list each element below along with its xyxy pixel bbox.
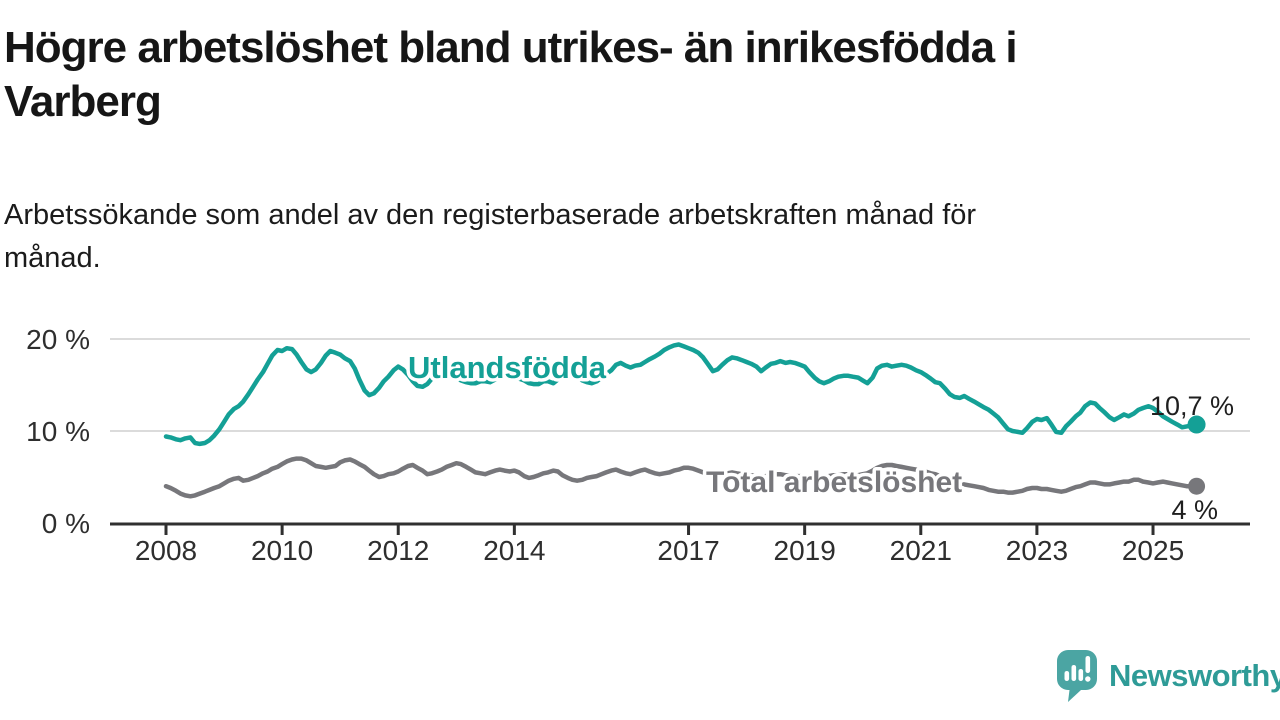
x-tick-label: 2014 <box>483 535 545 566</box>
subtitle-line-2: månad. <box>4 242 101 274</box>
x-tick-label: 2012 <box>367 535 429 566</box>
title-line-2: Varberg <box>4 77 162 126</box>
x-tick-label: 2023 <box>1006 535 1068 566</box>
series-value-label-1: 4 % <box>1171 495 1218 525</box>
newsworthy-logo-text: Newsworthy <box>1109 658 1280 693</box>
x-tick-label: 2010 <box>251 535 313 566</box>
x-tick-label: 2021 <box>890 535 952 566</box>
x-tick-label: 2008 <box>135 535 197 566</box>
title-line-1: Högre arbetslöshet bland utrikes- än inr… <box>4 23 1018 72</box>
series-value-label-0: 10,7 % <box>1150 391 1234 421</box>
newsworthy-logo: Newsworthy <box>1055 648 1280 704</box>
bar-chart-glyph <box>1064 656 1091 682</box>
y-tick-label: 0 % <box>42 508 90 539</box>
page-title: Högre arbetslöshet bland utrikes- än inr… <box>4 21 1274 129</box>
x-tick-label: 2019 <box>774 535 836 566</box>
exclamation-bar <box>1085 656 1091 673</box>
series-end-dot-0 <box>1187 415 1206 434</box>
y-tick-label: 10 % <box>26 416 90 447</box>
y-tick-label: 20 % <box>26 324 90 355</box>
series-line-1 <box>163 456 1199 499</box>
subtitle-line-1: Arbetssökande som andel av den registerb… <box>4 199 977 231</box>
newsworthy-logo-icon <box>1057 650 1097 702</box>
speech-bubble-shape <box>1057 650 1097 702</box>
exclamation-dot <box>1085 676 1091 682</box>
series-label-0: Utlandsfödda <box>408 350 607 385</box>
series-end-dot-1 <box>1188 477 1206 495</box>
x-tick-label: 2025 <box>1122 535 1184 566</box>
series-line-0 <box>163 342 1199 447</box>
series-label-1: Total arbetslöshet <box>706 466 962 499</box>
x-tick-label: 2017 <box>657 535 719 566</box>
chart-subtitle: Arbetssökande som andel av den registerb… <box>4 194 1204 280</box>
